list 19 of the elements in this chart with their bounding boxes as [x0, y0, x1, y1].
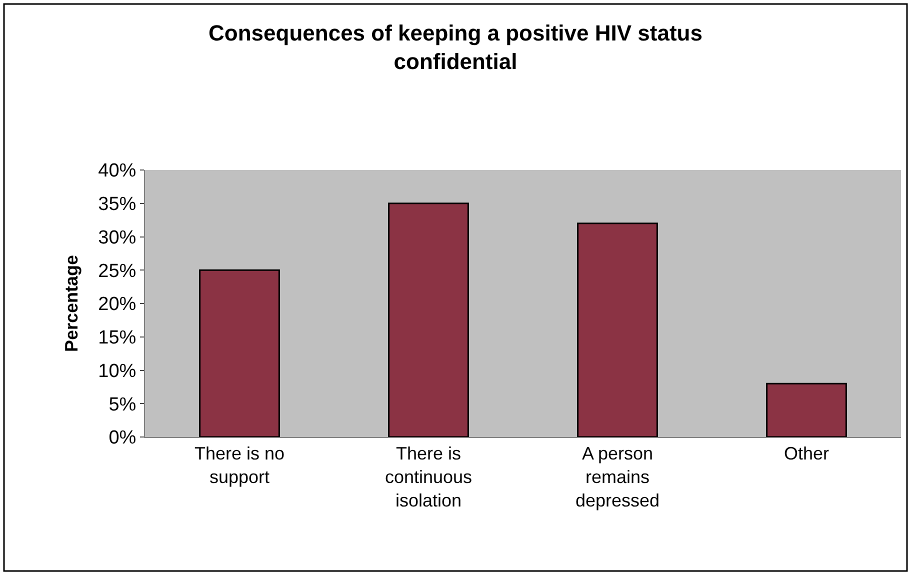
bar: [766, 382, 847, 437]
chart-title: Consequences of keeping a positive HIV status confidential: [208, 20, 702, 74]
y-tick-label: 10%: [98, 360, 136, 382]
y-tick-label: 40%: [98, 160, 136, 182]
y-tick-label: 15%: [98, 328, 136, 349]
y-tick-label: 35%: [98, 194, 136, 216]
y-tick-label: 30%: [98, 227, 136, 248]
y-tick-label: 0%: [108, 428, 136, 449]
x-tick-label: A person remains depressed: [575, 444, 660, 510]
bar: [388, 202, 469, 437]
x-tick-label: There is continuous isolation: [384, 444, 472, 510]
bar: [199, 269, 280, 437]
x-tick-label: Other: [784, 444, 830, 464]
y-tick-label: 5%: [108, 394, 136, 416]
y-tick-label: 20%: [98, 294, 136, 316]
y-axis-title: Percentage: [61, 254, 82, 352]
x-tick-label: There is no support: [194, 444, 285, 487]
bar: [577, 222, 658, 437]
y-tick-label: 25%: [98, 260, 136, 282]
